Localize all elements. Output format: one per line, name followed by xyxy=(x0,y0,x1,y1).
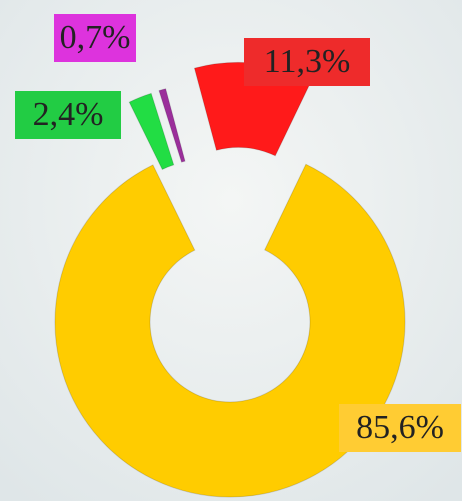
data-label: 2,4% xyxy=(33,96,104,133)
data-label: 85,6% xyxy=(356,409,444,446)
donut-segment xyxy=(54,163,406,498)
label-box xyxy=(244,38,370,86)
label-box xyxy=(54,14,136,62)
donut-segment xyxy=(158,88,186,163)
data-label: 0,7% xyxy=(60,19,131,56)
donut-segment xyxy=(128,92,175,171)
label-box xyxy=(15,91,121,139)
label-box xyxy=(339,404,461,452)
data-label: 11,3% xyxy=(264,43,351,80)
